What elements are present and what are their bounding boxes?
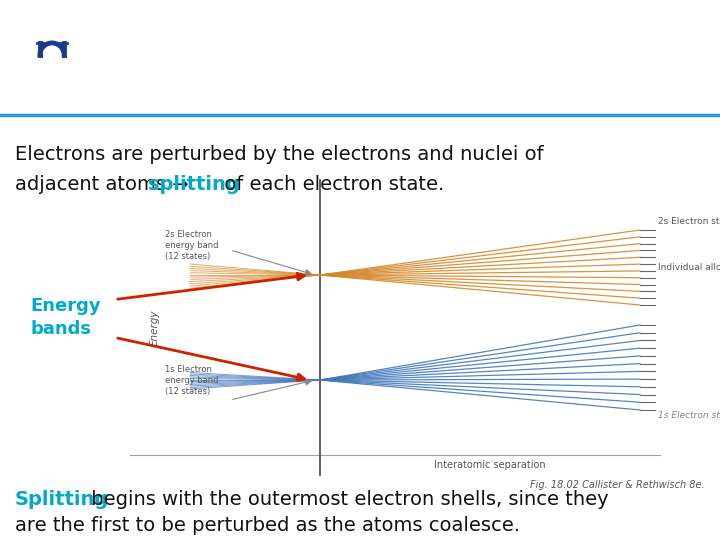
Text: Splitting: Splitting <box>15 490 109 509</box>
Text: begins with the outermost electron shells, since they: begins with the outermost electron shell… <box>85 490 609 509</box>
Text: Electrons are perturbed by the electrons and nuclei of: Electrons are perturbed by the electrons… <box>15 145 544 164</box>
Text: 1s Electron
energy band
(12 states): 1s Electron energy band (12 states) <box>165 365 218 396</box>
Text: Energy
bands: Energy bands <box>30 296 101 338</box>
Text: 1s Electron state: 1s Electron state <box>658 410 720 420</box>
Text: Individual allowed energy states: Individual allowed energy states <box>658 263 720 272</box>
Text: Energy band structures in solids: Energy band structures in solids <box>105 43 716 76</box>
Text: Interatomic separation: Interatomic separation <box>434 460 546 470</box>
Text: splitting: splitting <box>148 175 239 194</box>
Text: University of
South Australia: University of South Australia <box>20 87 84 107</box>
Text: Energy: Energy <box>150 309 160 346</box>
FancyBboxPatch shape <box>28 25 76 78</box>
Text: 2s Electron state: 2s Electron state <box>658 218 720 226</box>
Text: are the first to be perturbed as the atoms coalesce.: are the first to be perturbed as the ato… <box>15 516 520 535</box>
Text: 2s Electron
energy band
(12 states): 2s Electron energy band (12 states) <box>165 230 218 261</box>
Text: of each electron state.: of each electron state. <box>218 175 444 194</box>
Text: Fig. 18.02 Callister & Rethwisch 8e.: Fig. 18.02 Callister & Rethwisch 8e. <box>531 480 705 490</box>
Text: adjacent atoms →: adjacent atoms → <box>15 175 195 194</box>
